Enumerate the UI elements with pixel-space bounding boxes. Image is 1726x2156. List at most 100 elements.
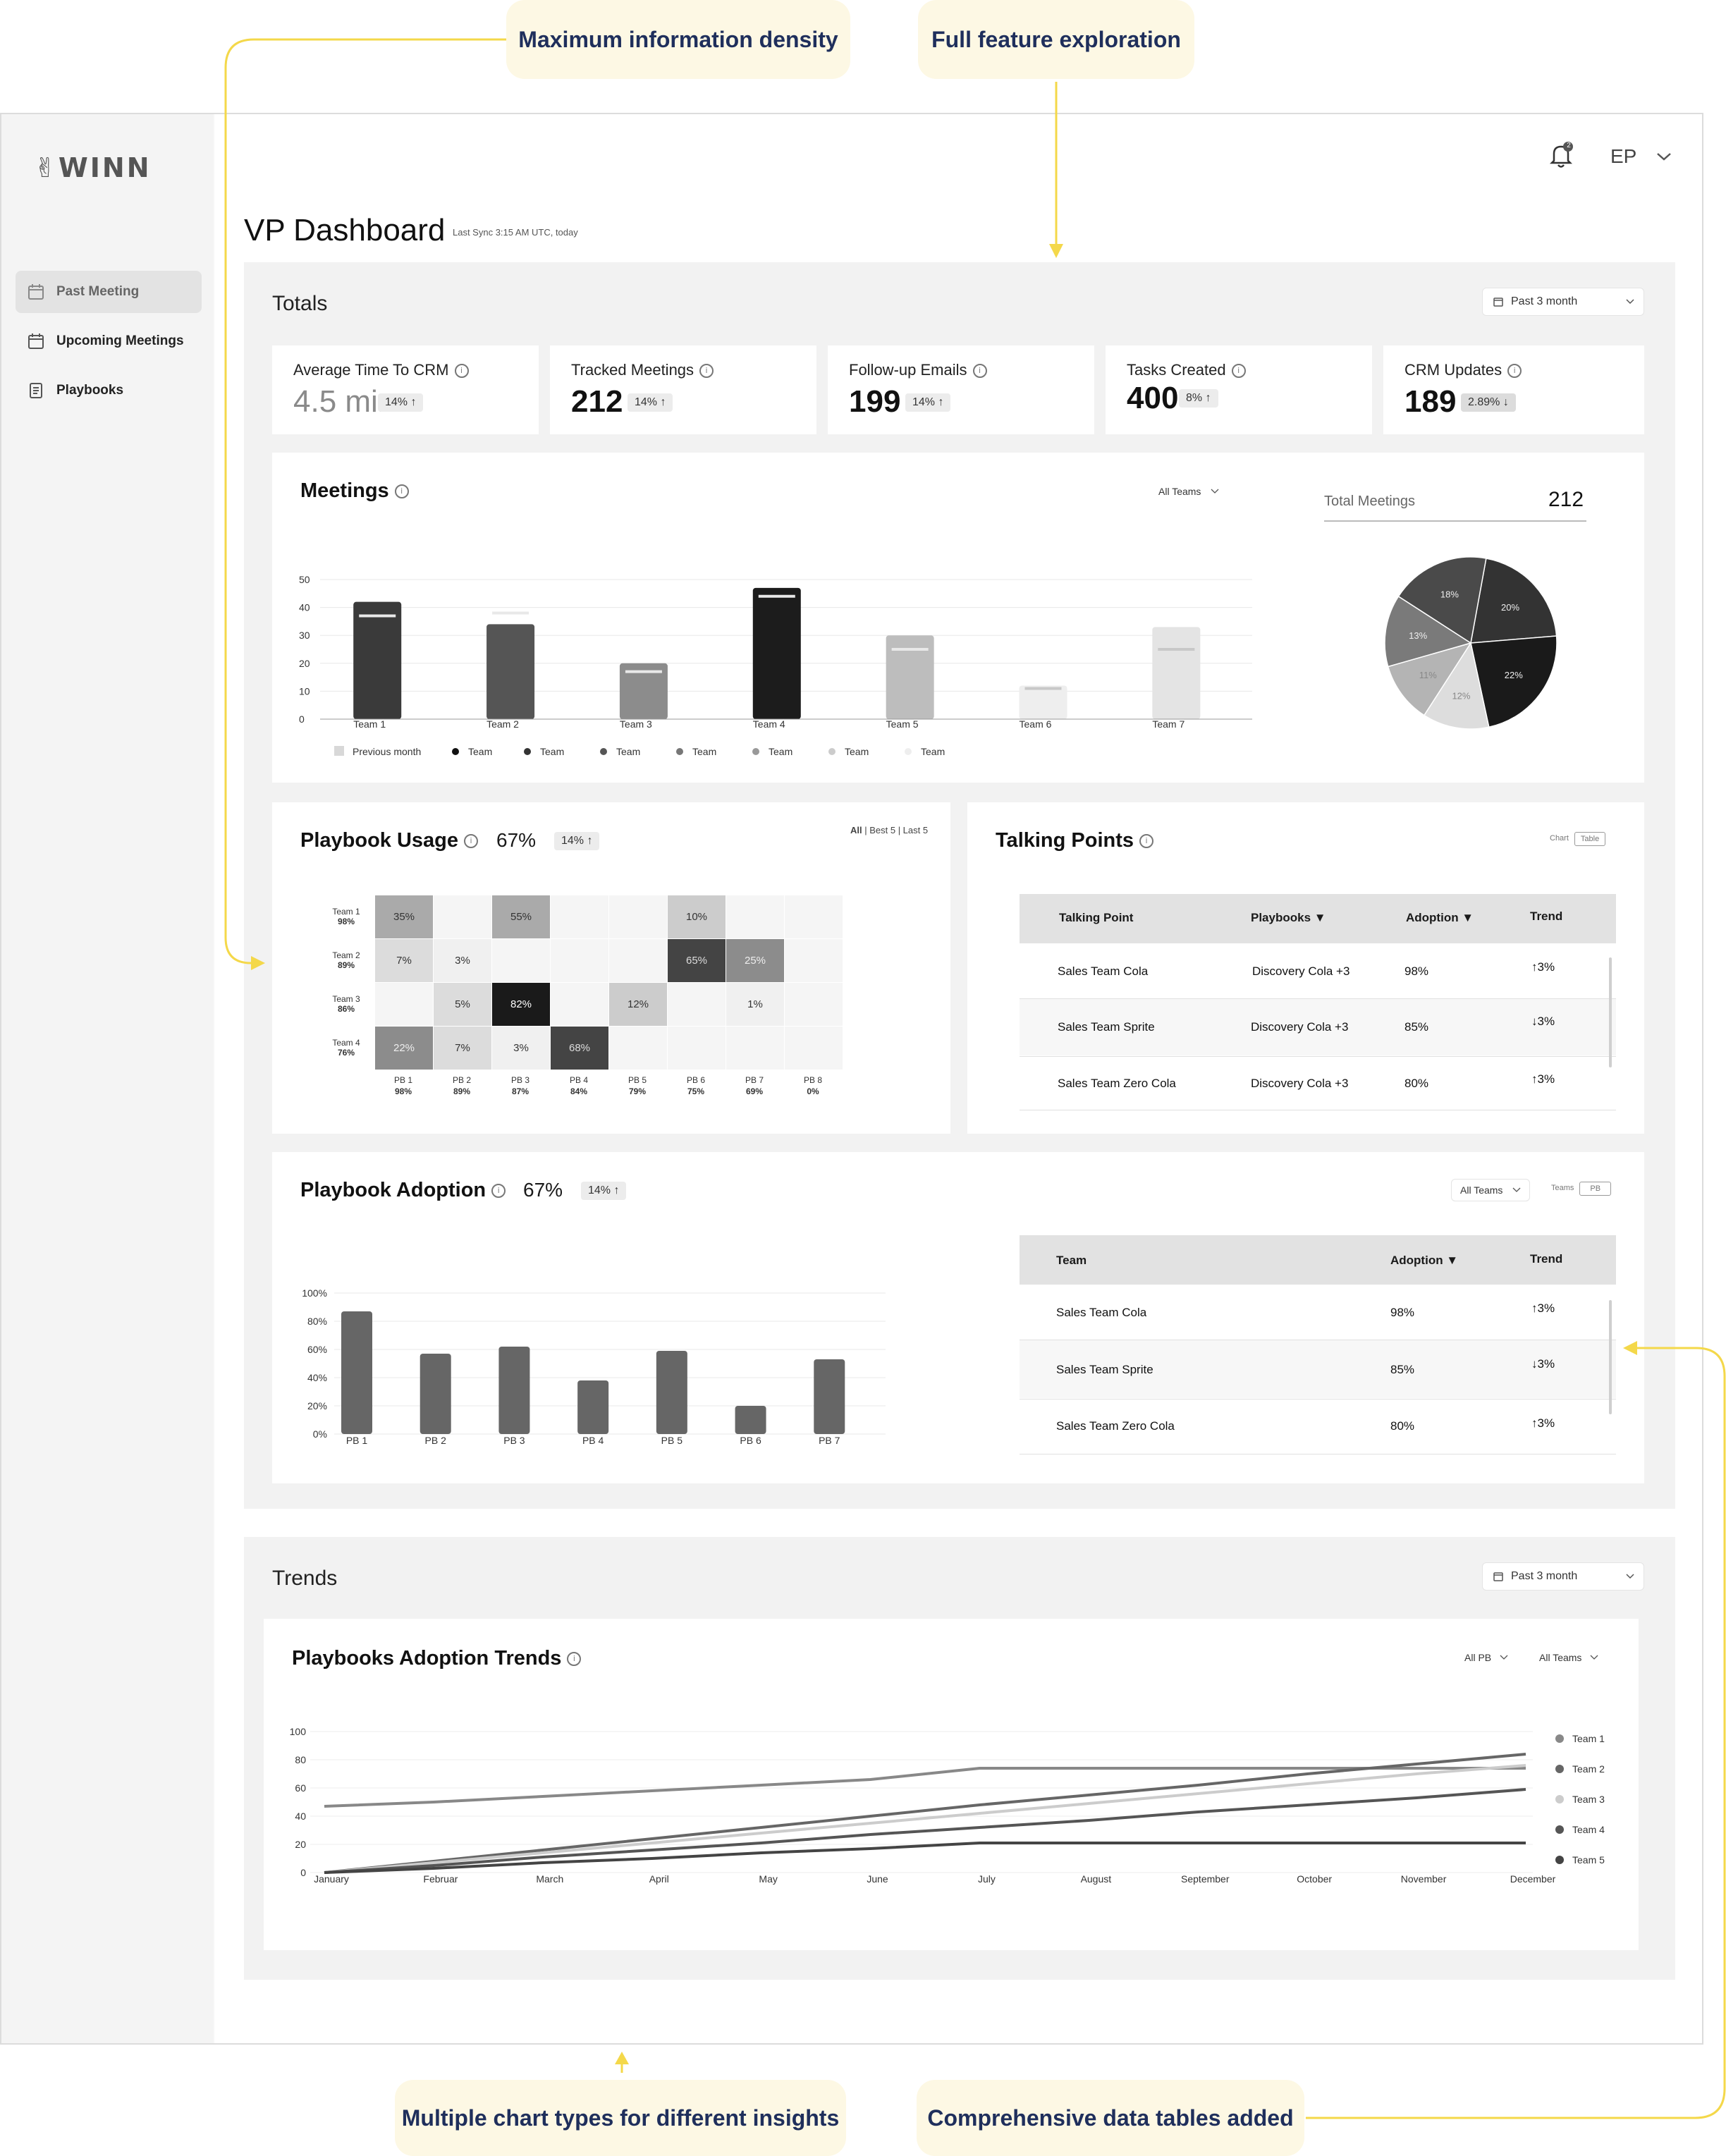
- sidebar-item-label: Playbooks: [56, 383, 124, 398]
- info-icon[interactable]: i: [1139, 834, 1154, 849]
- heatmap-cell[interactable]: [785, 983, 843, 1026]
- bar: [420, 1354, 451, 1434]
- bar: [814, 1359, 845, 1434]
- heatmap-cell[interactable]: [785, 939, 843, 982]
- x-tick-label: PB 4: [582, 1435, 604, 1446]
- info-icon[interactable]: i: [454, 364, 469, 379]
- heatmap-cell[interactable]: [375, 983, 433, 1026]
- toggle-pb[interactable]: PB: [1579, 1182, 1612, 1196]
- heatmap-cell[interactable]: [434, 895, 491, 938]
- heatmap-cell[interactable]: 7%: [434, 1027, 491, 1070]
- toggle-teams[interactable]: Teams: [1551, 1184, 1574, 1192]
- header-adoption[interactable]: Adoption ▼: [1406, 911, 1474, 924]
- heatmap-cell[interactable]: 7%: [375, 939, 433, 982]
- adoption-trends-line-chart: 0 20 40 60 80 100 January Februar March April May J…: [290, 1726, 1605, 1885]
- period-dropdown[interactable]: Past 3 month: [1482, 1562, 1644, 1591]
- legend-label: Team 2: [1572, 1763, 1605, 1775]
- toggle-chart[interactable]: Chart: [1550, 834, 1569, 843]
- info-icon[interactable]: i: [491, 1184, 506, 1199]
- heatmap-cell[interactable]: 10%: [668, 895, 726, 938]
- x-tick-label: PB 7: [819, 1435, 840, 1446]
- heatmap-cell[interactable]: 22%: [375, 1027, 433, 1070]
- toggle-table[interactable]: Table: [1574, 832, 1606, 846]
- filter-all[interactable]: All: [850, 825, 862, 835]
- heatmap-cell[interactable]: 5%: [434, 983, 491, 1026]
- period-value: Past 3 month: [1511, 1570, 1578, 1582]
- heatmap-cell[interactable]: 1%: [726, 983, 784, 1026]
- playbook-usage-filter[interactable]: All | Best 5 | Last 5: [850, 825, 928, 835]
- heatmap-cell[interactable]: [785, 895, 843, 938]
- heatmap-cell[interactable]: [668, 1027, 726, 1070]
- heatmap-cell[interactable]: [726, 1027, 784, 1070]
- bell-icon[interactable]: [1547, 141, 1575, 171]
- heatmap-cell[interactable]: 35%: [375, 895, 433, 938]
- heatmap-cell[interactable]: 65%: [668, 939, 726, 982]
- table-row[interactable]: Sales Team Zero Cola 80% ↑3%: [1020, 1399, 1616, 1453]
- period-dropdown[interactable]: Past 3 month: [1482, 288, 1644, 316]
- table-scrollbar[interactable]: [1609, 1300, 1612, 1414]
- chart-table-toggle[interactable]: Chart Table: [1544, 832, 1606, 846]
- chevron-down-icon[interactable]: [1655, 151, 1672, 162]
- sidebar-item-upcoming-meetings[interactable]: Upcoming Meetings: [16, 320, 202, 362]
- calendar-icon: [28, 333, 44, 349]
- heatmap-cell[interactable]: 3%: [492, 1027, 550, 1070]
- kpi-label-text: Average Time To CRM: [293, 361, 449, 379]
- heatmap-cell[interactable]: 25%: [726, 939, 784, 982]
- heatmap-cell[interactable]: 82%: [492, 983, 550, 1026]
- cell-adoption: 98%: [1404, 964, 1429, 978]
- heatmap-cell[interactable]: [551, 939, 608, 982]
- sidebar-item-past-meeting[interactable]: Past Meeting: [16, 271, 202, 313]
- kpi-value: 189: [1404, 384, 1457, 419]
- heatmap-cell[interactable]: [785, 1027, 843, 1070]
- row-team: Team 4: [332, 1038, 360, 1048]
- table-row[interactable]: Sales Team Zero Cola Discovery Cola +3 8…: [1020, 1057, 1616, 1109]
- filter-best-last[interactable]: | Best 5 | Last 5: [862, 825, 929, 835]
- header-adoption[interactable]: Adoption ▼: [1390, 1254, 1459, 1267]
- table-row[interactable]: Sales Team Cola 98% ↑3%: [1020, 1285, 1616, 1340]
- heatmap-cell[interactable]: [551, 895, 608, 938]
- heatmap-cell[interactable]: [551, 983, 608, 1026]
- header-playbooks[interactable]: Playbooks ▼: [1251, 911, 1326, 924]
- info-icon[interactable]: i: [1231, 364, 1246, 379]
- header-talking-point[interactable]: Talking Point: [1059, 911, 1134, 924]
- x-tick-label: March: [536, 1873, 563, 1885]
- table-row[interactable]: Sales Team Sprite Discovery Cola +3 85% …: [1020, 999, 1616, 1055]
- cell-playbooks: Discovery Cola +3: [1251, 1077, 1349, 1090]
- col-pb: PB 3: [510, 1075, 530, 1085]
- kpi-label-text: CRM Updates: [1404, 361, 1502, 379]
- user-initials[interactable]: EP: [1610, 145, 1637, 167]
- info-icon[interactable]: i: [699, 364, 714, 379]
- app-logo[interactable]: ✌WINN: [34, 152, 152, 183]
- heatmap-cell[interactable]: 55%: [492, 895, 550, 938]
- heatmap-cell[interactable]: [609, 1027, 667, 1070]
- heatmap-cell[interactable]: 68%: [551, 1027, 608, 1070]
- heatmap-cell[interactable]: 12%: [609, 983, 667, 1026]
- x-tick-label: Team 2: [486, 718, 519, 730]
- document-icon: [30, 383, 42, 398]
- heatmap-cell[interactable]: [726, 895, 784, 938]
- teams-filter-dropdown[interactable]: All Teams: [1451, 1179, 1531, 1201]
- heatmap-cell[interactable]: [492, 939, 550, 982]
- table-row[interactable]: Sales Team Sprite 85% ↓3%: [1020, 1340, 1616, 1398]
- meetings-pie-chart: 20% 22% 12% 11% 13% 18%: [1384, 556, 1557, 730]
- info-icon[interactable]: i: [394, 484, 409, 499]
- kpi-card-tasks-created: Tasks Created i 400 8% ↑: [1106, 345, 1372, 434]
- x-tick-label: PB 5: [661, 1435, 683, 1446]
- info-icon[interactable]: i: [972, 364, 987, 379]
- table-row[interactable]: Sales Team Cola Discovery Cola +3 98% ↑3…: [1020, 943, 1616, 998]
- heatmap-cell[interactable]: [668, 983, 726, 1026]
- heatmap-cell[interactable]: [609, 895, 667, 938]
- teams-filter-dropdown[interactable]: All Teams: [1149, 481, 1229, 502]
- sidebar-item-playbooks[interactable]: Playbooks: [16, 369, 202, 412]
- y-tick-label: 50: [299, 574, 310, 585]
- pb-filter-dropdown[interactable]: All PB: [1455, 1647, 1518, 1668]
- teams-filter-dropdown[interactable]: All Teams: [1530, 1647, 1608, 1668]
- heatmap-cell[interactable]: 3%: [434, 939, 491, 982]
- info-icon[interactable]: i: [567, 1652, 582, 1667]
- playbook-adoption-table-header: Team Adoption ▼ Trend: [1020, 1235, 1616, 1285]
- teams-pb-toggle[interactable]: Teams PB: [1546, 1182, 1612, 1196]
- cell-playbooks: Discovery Cola +3: [1251, 1020, 1349, 1034]
- heatmap-cell[interactable]: [609, 939, 667, 982]
- info-icon[interactable]: i: [1507, 364, 1522, 379]
- table-scrollbar[interactable]: [1609, 957, 1612, 1067]
